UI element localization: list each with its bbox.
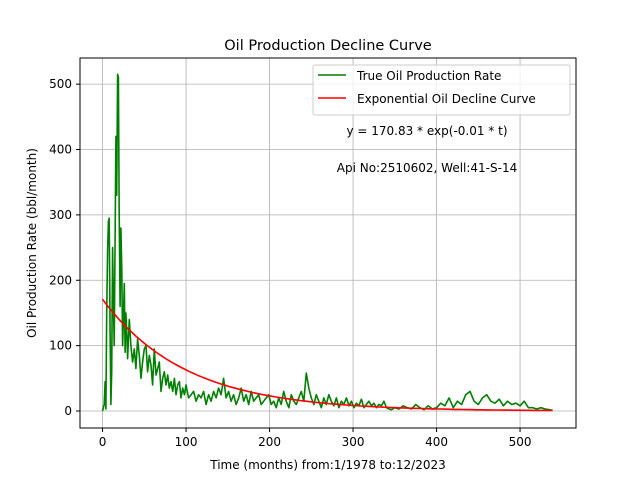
x-axis-label: Time (months) from:1/1978 to:12/2023 [209,458,446,472]
y-tick-label: 300 [49,208,72,222]
x-tick-label: 0 [99,435,107,449]
chart-title: Oil Production Decline Curve [224,38,432,54]
fit-equation-annotation: y = 170.83 * exp(-0.01 * t) [346,124,507,138]
series-line-exponential-fit [101,298,553,412]
legend-label-fit: Exponential Oil Decline Curve [357,92,536,106]
x-tick-label: 400 [425,435,448,449]
legend-label-actual: True Oil Production Rate [356,69,501,83]
x-tick-label: 300 [342,435,365,449]
series-lines [101,73,553,412]
axis-ticks: 0 100 200 300 400 500 0 100 200 300 400 500 [49,77,531,449]
plot-area-frame [79,57,577,429]
y-tick-label: 0 [64,404,72,418]
x-tick-label: 200 [258,435,281,449]
y-tick-label: 100 [49,339,72,353]
y-tick-label: 200 [49,273,72,287]
y-tick-label: 400 [49,143,72,157]
y-axis-label: Oil Production Rate (bbl/month) [25,148,39,338]
legend-box [312,64,571,116]
x-tick-label: 100 [175,435,198,449]
well-id-annotation: Api No:2510602, Well:41-S-14 [337,161,517,175]
y-tick-label: 500 [49,77,72,91]
legend: True Oil Production Rate Exponential Oil… [312,64,571,116]
grid-lines [80,58,576,428]
x-tick-label: 500 [509,435,532,449]
